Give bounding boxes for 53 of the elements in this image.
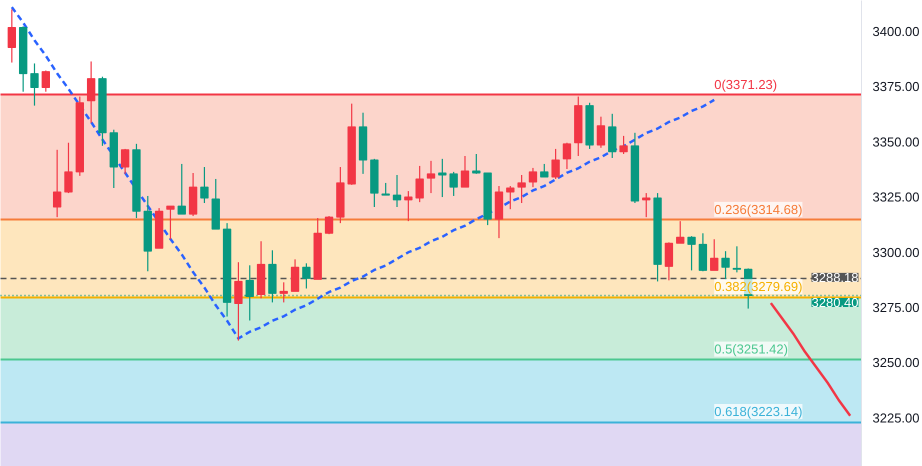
candlestick (551, 148, 560, 180)
candlestick (664, 242, 674, 281)
candlestick (517, 174, 526, 204)
candlestick (404, 190, 413, 222)
ref-line-label: 3280.40 (812, 295, 859, 310)
candlestick (472, 153, 480, 174)
ref-line-label: 0(3371.23) (714, 76, 778, 92)
candlestick (52, 149, 62, 218)
candlestick (415, 165, 424, 203)
candlestick (166, 206, 175, 240)
candlestick (64, 142, 73, 194)
candlestick (302, 262, 311, 290)
candlestick (178, 163, 186, 215)
y-tick-label: 3350.00 (872, 134, 920, 150)
candlestick (528, 167, 538, 188)
candlestick (120, 148, 130, 174)
candlestick (392, 174, 402, 208)
candlestick (540, 163, 548, 178)
candlestick (721, 250, 730, 280)
candlestick (642, 192, 650, 218)
y-tick-label: 3300.00 (872, 244, 920, 260)
candlestick (426, 160, 436, 194)
candlestick (234, 262, 243, 342)
candlestick (200, 166, 209, 204)
candlestick (506, 185, 514, 210)
ref-line-label: 0.5(3251.42) (714, 342, 788, 357)
candlestick (562, 142, 572, 170)
candlestick (382, 182, 390, 196)
y-tick-label: 3400.00 (872, 24, 920, 39)
candlestick (324, 215, 334, 235)
candlestick (449, 171, 458, 197)
y-tick-label: 3275.00 (872, 300, 920, 315)
ref-line-label: 0.618(3223.14) (714, 404, 802, 420)
candlestick (30, 62, 39, 106)
candlestick (280, 282, 288, 304)
line-series (10, 6, 716, 340)
candlestick (732, 246, 742, 273)
ref-line-label: 3288.18 (812, 270, 859, 285)
ref-line-label: 0.236(3314.68) (714, 202, 802, 217)
candlestick (676, 220, 684, 244)
candlestick (687, 236, 696, 271)
candlestick (438, 158, 447, 198)
y-tick-label: 3325.00 (872, 190, 920, 205)
y-tick-label: 3225.00 (872, 410, 920, 426)
ref-line-label: 0.382(3279.69) (714, 279, 802, 294)
y-tick-label: 3375.00 (872, 79, 920, 94)
candlestick (8, 8, 16, 64)
candlestick (460, 155, 470, 188)
candlestick (596, 116, 606, 148)
y-tick-label: 3250.00 (872, 355, 920, 370)
candlestick (710, 238, 718, 271)
candlestick (619, 135, 628, 155)
candlestick (42, 70, 50, 92)
